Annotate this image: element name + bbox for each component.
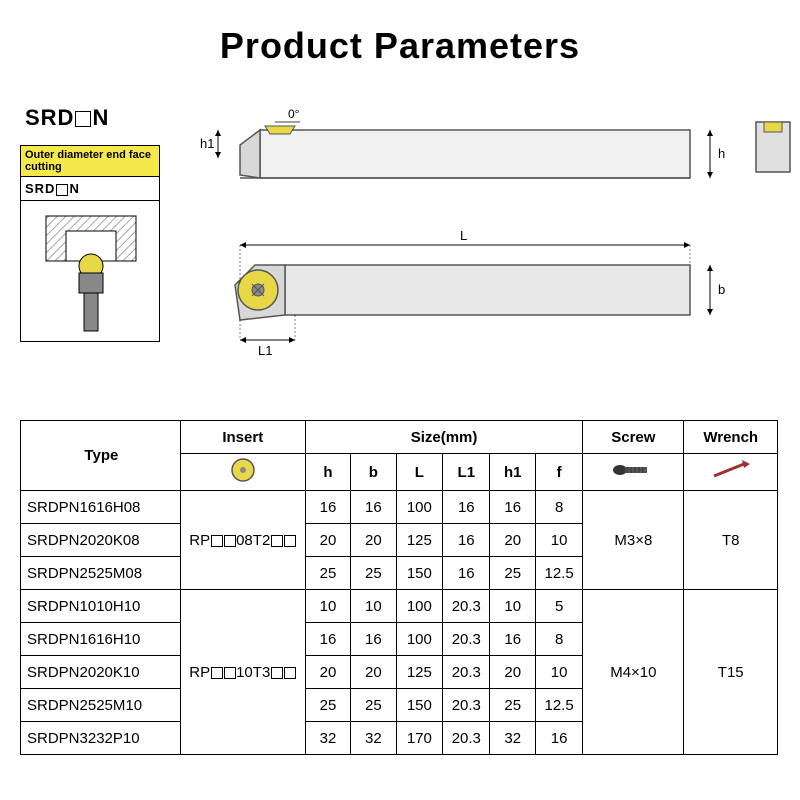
cell-h: 16 (305, 491, 350, 524)
th-L1: L1 (443, 454, 490, 491)
th-insert: Insert (180, 421, 305, 454)
dim-b: b (718, 282, 725, 297)
cell-L1: 16 (443, 524, 490, 557)
dim-L: L (460, 228, 467, 243)
th-type: Type (21, 421, 181, 491)
tool-diagrams: h1 h 0° L (200, 100, 740, 380)
cell-h1: 16 (490, 623, 535, 656)
panel-model-prefix: SRD (25, 181, 55, 196)
th-screw: Screw (583, 421, 684, 454)
cell-L: 100 (396, 491, 443, 524)
model-suffix: N (92, 105, 109, 130)
cell-L: 150 (396, 689, 443, 722)
cell-L1: 16 (443, 491, 490, 524)
cell-L1: 16 (443, 557, 490, 590)
cell-h1: 25 (490, 557, 535, 590)
cell-L1: 20.3 (443, 590, 490, 623)
cell-wrench: T8 (684, 491, 778, 590)
cell-h1: 16 (490, 491, 535, 524)
cell-L1: 20.3 (443, 689, 490, 722)
cell-f: 5 (535, 590, 582, 623)
dim-L1: L1 (258, 343, 272, 358)
cell-f: 8 (535, 623, 582, 656)
dim-h: h (718, 146, 725, 161)
cell-type: SRDPN2525M08 (21, 557, 181, 590)
cell-h1: 20 (490, 656, 535, 689)
cell-type: SRDPN1010H10 (21, 590, 181, 623)
cross-section (754, 120, 792, 175)
th-h1: h1 (490, 454, 535, 491)
cell-h1: 32 (490, 722, 535, 755)
dim-h1: h1 (200, 136, 214, 151)
cell-insert: RP08T2 (180, 491, 305, 590)
cell-type: SRDPN1616H10 (21, 623, 181, 656)
cell-h: 25 (305, 689, 350, 722)
cell-L: 125 (396, 524, 443, 557)
cell-f: 10 (535, 524, 582, 557)
cell-f: 12.5 (535, 689, 582, 722)
cell-L1: 20.3 (443, 722, 490, 755)
cell-h: 20 (305, 656, 350, 689)
cell-L: 100 (396, 623, 443, 656)
cell-h1: 25 (490, 689, 535, 722)
cell-b: 32 (351, 722, 396, 755)
cell-type: SRDPN2020K10 (21, 656, 181, 689)
info-panel: Outer diameter end face cutting SRD N (20, 145, 160, 342)
cell-insert: RP10T3 (180, 590, 305, 755)
cell-h1: 10 (490, 590, 535, 623)
panel-header: Outer diameter end face cutting (20, 145, 160, 177)
cell-type: SRDPN2525M10 (21, 689, 181, 722)
cell-L: 170 (396, 722, 443, 755)
cell-h: 16 (305, 623, 350, 656)
cell-type: SRDPN1616H08 (21, 491, 181, 524)
cell-L: 100 (396, 590, 443, 623)
cell-h: 20 (305, 524, 350, 557)
cell-f: 16 (535, 722, 582, 755)
cell-b: 25 (351, 689, 396, 722)
th-b: b (351, 454, 396, 491)
cell-L: 125 (396, 656, 443, 689)
cell-wrench: T15 (684, 590, 778, 755)
panel-model: SRD N (20, 177, 160, 201)
cell-type: SRDPN2020K08 (21, 524, 181, 557)
parameters-table: Type Insert Size(mm) Screw Wrench h b L … (20, 420, 778, 755)
cell-L: 150 (396, 557, 443, 590)
cell-h: 32 (305, 722, 350, 755)
table-row: SRDPN1010H10RP10T3101010020.3105M4×10T15 (21, 590, 778, 623)
cell-f: 10 (535, 656, 582, 689)
th-L: L (396, 454, 443, 491)
cell-screw: M4×10 (583, 590, 684, 755)
th-f: f (535, 454, 582, 491)
placeholder-box (56, 184, 68, 196)
cutting-diagram (20, 201, 160, 342)
th-wrench-icon (684, 454, 778, 491)
cell-b: 10 (351, 590, 396, 623)
cell-f: 8 (535, 491, 582, 524)
dim-angle: 0° (288, 107, 300, 121)
panel-model-suffix: N (69, 181, 79, 196)
cell-L1: 20.3 (443, 656, 490, 689)
cell-h: 25 (305, 557, 350, 590)
th-screw-icon (583, 454, 684, 491)
cell-f: 12.5 (535, 557, 582, 590)
cell-screw: M3×8 (583, 491, 684, 590)
model-code: SRD N (25, 105, 109, 131)
model-prefix: SRD (25, 105, 74, 130)
cell-L1: 20.3 (443, 623, 490, 656)
th-h: h (305, 454, 350, 491)
table-row: SRDPN1616H08RP08T2161610016168M3×8T8 (21, 491, 778, 524)
cell-b: 20 (351, 656, 396, 689)
page-title: Product Parameters (0, 0, 800, 67)
cell-b: 25 (351, 557, 396, 590)
th-insert-icon (180, 454, 305, 491)
th-size: Size(mm) (305, 421, 582, 454)
cell-h: 10 (305, 590, 350, 623)
cell-h1: 20 (490, 524, 535, 557)
cell-b: 20 (351, 524, 396, 557)
cell-b: 16 (351, 491, 396, 524)
cell-b: 16 (351, 623, 396, 656)
placeholder-box (75, 111, 91, 127)
th-wrench: Wrench (684, 421, 778, 454)
cell-type: SRDPN3232P10 (21, 722, 181, 755)
